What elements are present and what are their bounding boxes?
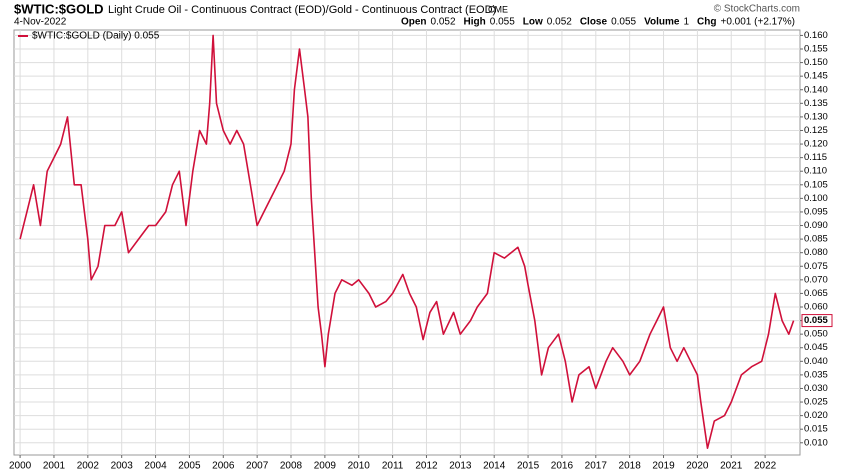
x-tick-label: 2003 [111, 461, 134, 472]
x-tick-label: 2017 [585, 461, 608, 472]
x-tick-label: 2004 [144, 461, 167, 472]
x-tick-label: 2009 [314, 461, 337, 472]
x-tick-label: 2000 [9, 461, 32, 472]
y-tick-label: 0.100 [804, 193, 828, 204]
x-tick-label: 2014 [483, 461, 506, 472]
x-tick-label: 2022 [754, 461, 777, 472]
y-tick-label: 0.155 [804, 44, 828, 55]
x-tick-label: 2015 [517, 461, 540, 472]
y-tick-label: 0.015 [804, 424, 828, 435]
x-tick-label: 2007 [246, 461, 269, 472]
y-tick-label: 0.045 [804, 342, 828, 353]
x-tick-label: 2011 [382, 461, 404, 472]
quote-value: 0.052 [547, 17, 572, 28]
quote-label: High [464, 17, 486, 28]
y-tick-label: 0.065 [804, 288, 828, 299]
price-line [19, 34, 795, 449]
y-tick-label: 0.135 [804, 98, 828, 109]
quote-value: 0.055 [490, 17, 515, 28]
quote-label: Low [523, 17, 543, 28]
quote-label: Volume [644, 17, 680, 28]
y-tick-label: 0.090 [804, 220, 828, 231]
y-tick-label: 0.030 [804, 383, 828, 394]
x-tick-label: 2016 [551, 461, 574, 472]
y-tick-label: 0.020 [804, 410, 828, 421]
x-tick-label: 2012 [415, 461, 438, 472]
date: 4-Nov-2022 [14, 17, 67, 28]
quote-value: 0.055 [611, 17, 636, 28]
x-tick-label: 2002 [77, 461, 100, 472]
y-tick-label: 0.115 [804, 152, 827, 163]
y-tick-label: 0.040 [804, 356, 828, 367]
quote-label: Open [401, 17, 427, 28]
y-tick-label: 0.160 [804, 30, 828, 41]
y-tick-label: 0.130 [804, 111, 828, 122]
y-tick-label: 0.060 [804, 302, 828, 313]
quote-label: Close [580, 17, 608, 28]
y-tick-label: 0.095 [804, 206, 828, 217]
x-tick-label: 2010 [348, 461, 371, 472]
symbol: $WTIC:$GOLD [14, 1, 104, 16]
y-tick-label: 0.150 [804, 57, 828, 68]
y-tick-label: 0.035 [804, 369, 828, 380]
watermark: © StockCharts.com [714, 4, 800, 15]
y-tick-label: 0.105 [804, 179, 828, 190]
last-value-label: 0.055 [804, 315, 828, 326]
y-tick-label: 0.140 [804, 84, 828, 95]
legend-label: $WTIC:$GOLD (Daily) 0.055 [32, 31, 160, 42]
y-tick-label: 0.145 [804, 71, 828, 82]
x-tick-label: 2001 [43, 461, 66, 472]
x-tick-label: 2020 [686, 461, 709, 472]
x-tick-label: 2006 [212, 461, 235, 472]
x-tick-label: 2005 [178, 461, 201, 472]
quote-value: +0.001 (+2.17%) [721, 17, 796, 28]
y-tick-label: 0.125 [804, 125, 828, 136]
y-tick-label: 0.085 [804, 234, 828, 245]
y-tick-label: 0.120 [804, 139, 828, 150]
exchange: CME [488, 4, 508, 14]
chart-title: Light Crude Oil - Continuous Contract (E… [108, 4, 496, 16]
y-tick-label: 0.080 [804, 247, 828, 258]
quote-label: Chg [697, 17, 716, 28]
y-tick-label: 0.070 [804, 274, 828, 285]
x-tick-label: 2013 [449, 461, 472, 472]
x-tick-label: 2019 [652, 461, 675, 472]
y-tick-label: 0.010 [804, 437, 828, 448]
y-tick-label: 0.050 [804, 329, 828, 340]
y-tick-label: 0.075 [804, 261, 828, 272]
quote-value: 0.052 [431, 17, 456, 28]
y-tick-label: 0.025 [804, 397, 828, 408]
x-tick-label: 2008 [280, 461, 303, 472]
x-tick-label: 2018 [619, 461, 642, 472]
quote-value: 1 [683, 17, 689, 28]
last-value-box [801, 314, 833, 328]
y-tick-label: 0.110 [804, 166, 827, 177]
plot-frame [13, 29, 801, 456]
x-tick-label: 2021 [720, 461, 743, 472]
